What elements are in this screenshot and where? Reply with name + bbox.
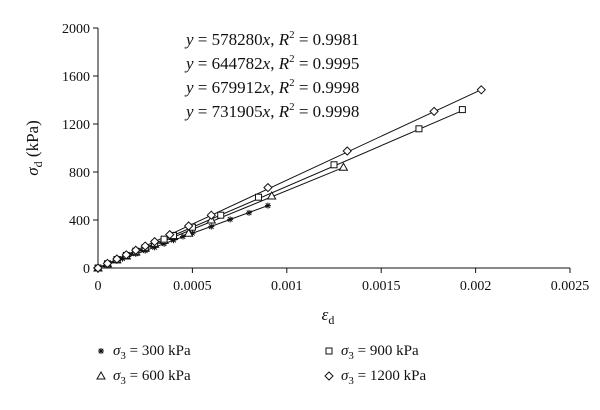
data-point-diamond xyxy=(206,210,216,220)
x-tick-label: 0 xyxy=(95,279,102,294)
y-tick-label: 2000 xyxy=(62,22,90,37)
axis-ticks: 0 400 800 1200 1600 2000 0 0.0005 0.001 0.0015 0.0… xyxy=(62,22,589,294)
data-point-star xyxy=(264,202,271,209)
data-points xyxy=(93,85,486,273)
x-tick-label: 0.0015 xyxy=(362,279,401,294)
data-point-diamond xyxy=(121,250,132,260)
data-point-square xyxy=(254,193,262,201)
data-point-diamond xyxy=(342,146,352,156)
legend-label: σ3 = 300 kPa xyxy=(113,343,191,362)
data-point-diamond xyxy=(131,245,141,255)
data-point-triangle xyxy=(183,228,194,237)
data-point-diamond xyxy=(183,221,194,231)
fit-equation: y = 679912x, R2 = 0.9998 xyxy=(184,77,359,97)
legend-marker-diamond xyxy=(324,371,334,381)
data-point-diamond xyxy=(93,263,103,273)
data-point-diamond xyxy=(165,229,175,240)
x-axis-label: εd xyxy=(322,305,335,327)
axes xyxy=(97,28,570,269)
data-point-square xyxy=(330,161,338,169)
data-point-triangle xyxy=(266,190,277,200)
data-point-diamond xyxy=(149,236,160,247)
data-point-star xyxy=(208,223,215,230)
x-axis-subscript: d xyxy=(328,313,334,327)
legend-label: σ3 = 900 kPa xyxy=(341,343,419,362)
data-point-star xyxy=(179,233,186,240)
fit-equations: y = 578280x, R2 = 0.9981 y = 644782x, R2 … xyxy=(184,29,359,121)
data-point-triangle xyxy=(338,162,349,171)
x-axis-symbol: ε xyxy=(322,305,329,324)
data-point-diamond xyxy=(102,258,113,269)
data-point-square xyxy=(415,125,423,133)
y-axis-unit: (kPa) xyxy=(23,120,42,157)
legend-marker-triangle xyxy=(96,370,106,380)
fit-equation: y = 644782x, R2 = 0.9995 xyxy=(184,53,359,73)
x-tick-label: 0.002 xyxy=(460,279,492,294)
fit-equation: y = 731905x, R2 = 0.9998 xyxy=(184,101,359,121)
data-point-diamond xyxy=(112,254,122,264)
data-point-square xyxy=(160,235,168,243)
data-point-square xyxy=(217,211,225,219)
legend-label: σ3 = 1200 kPa xyxy=(341,368,426,387)
data-point-square xyxy=(458,106,466,114)
data-point-diamond xyxy=(140,241,150,251)
y-axis-subscript: d xyxy=(31,161,45,167)
x-tick-label: 0.0005 xyxy=(173,279,212,294)
x-tick-label: 0.001 xyxy=(271,279,303,294)
y-axis-label: σd (kPa) xyxy=(23,120,45,175)
legend-label: σ3 = 600 kPa xyxy=(113,368,191,387)
y-axis-symbol: σ xyxy=(23,167,42,176)
data-point-diamond xyxy=(476,85,486,95)
data-point-diamond xyxy=(263,182,273,193)
y-tick-label: 1600 xyxy=(62,70,90,85)
legend-marker-square xyxy=(325,347,333,355)
y-tick-label: 800 xyxy=(69,166,90,181)
y-tick-label: 0 xyxy=(83,262,90,277)
data-point-diamond xyxy=(429,106,439,117)
fit-equation: y = 578280x, R2 = 0.9981 xyxy=(184,29,359,49)
data-point-star xyxy=(227,216,234,223)
data-point-star xyxy=(246,209,253,216)
y-tick-label: 1200 xyxy=(62,118,90,133)
legend-marker-star xyxy=(98,348,104,354)
y-tick-label: 400 xyxy=(69,214,90,229)
x-tick-label: 0.0025 xyxy=(551,279,590,294)
legend: σ3 = 300 kPa σ3 = 600 kPa σ3 = 900 kPa σ3 =… xyxy=(96,343,426,387)
